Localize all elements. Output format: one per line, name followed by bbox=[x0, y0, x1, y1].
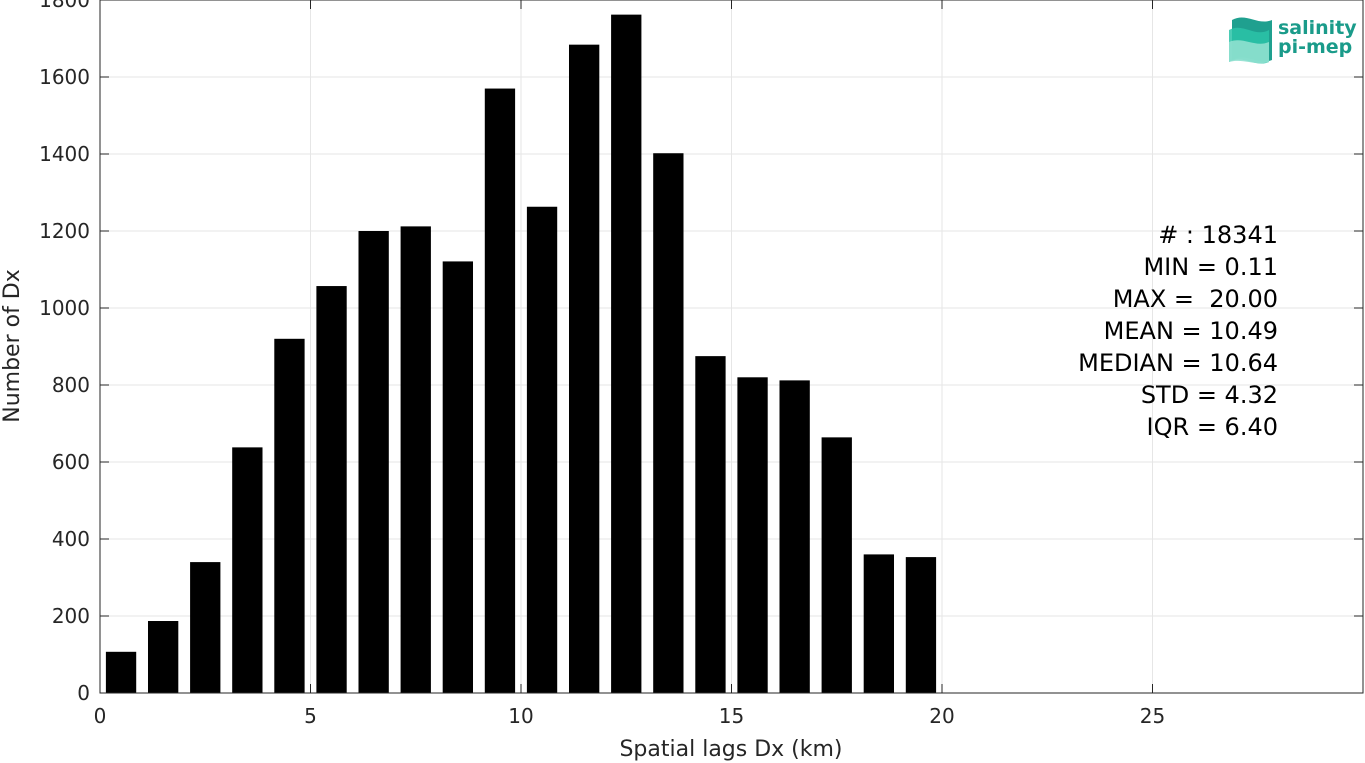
stat-line: IQR = 6.40 bbox=[1147, 413, 1278, 441]
y-axis-label: Number of Dx bbox=[0, 269, 25, 423]
y-tick-label: 1800 bbox=[39, 0, 90, 12]
logo-text-pi-mep: pi-mep bbox=[1278, 36, 1352, 58]
y-tick-label: 200 bbox=[52, 604, 90, 628]
x-tick-label: 15 bbox=[719, 704, 744, 728]
bar bbox=[400, 226, 431, 693]
bar bbox=[358, 231, 389, 693]
bar bbox=[779, 380, 810, 693]
bar bbox=[147, 621, 179, 693]
y-tick-label: 1600 bbox=[39, 65, 90, 89]
wave-logo-icon bbox=[1229, 17, 1272, 64]
bar bbox=[442, 261, 474, 693]
bar bbox=[863, 554, 895, 693]
bar bbox=[190, 562, 221, 693]
x-tick-label: 0 bbox=[94, 704, 107, 728]
y-axis-ticks: 0 200 400 600 800 1000 1200 1400 1600 1800 bbox=[39, 0, 1363, 705]
bars bbox=[105, 14, 937, 694]
bar bbox=[568, 44, 600, 694]
stat-line: MAX = 20.00 bbox=[1113, 285, 1278, 313]
bar bbox=[274, 338, 305, 693]
statistics-annotation: # : 18341 MIN = 0.11 MAX = 20.00 MEAN = 10.… bbox=[1078, 221, 1278, 441]
bar bbox=[316, 286, 347, 693]
bar bbox=[526, 206, 558, 693]
bar bbox=[611, 14, 642, 693]
y-tick-label: 1000 bbox=[39, 296, 90, 320]
x-axis-ticks: 0 5 10 15 20 25 bbox=[94, 0, 1165, 728]
stat-line: MEDIAN = 10.64 bbox=[1078, 349, 1278, 377]
x-axis-label: Spatial lags Dx (km) bbox=[619, 737, 842, 762]
x-tick-label: 5 bbox=[304, 704, 317, 728]
bar bbox=[821, 437, 852, 693]
stat-line: # : 18341 bbox=[1158, 221, 1278, 249]
x-tick-label: 10 bbox=[508, 704, 533, 728]
stat-line: STD = 4.32 bbox=[1141, 381, 1278, 409]
bar bbox=[484, 88, 516, 694]
bar bbox=[232, 447, 263, 693]
salinity-pi-mep-logo: salinity pi-mep bbox=[1229, 17, 1357, 64]
bar bbox=[653, 153, 684, 694]
bar bbox=[695, 356, 726, 693]
grid-lines bbox=[99, 0, 1363, 694]
bar bbox=[905, 557, 937, 693]
x-tick-label: 20 bbox=[929, 704, 954, 728]
y-tick-label: 800 bbox=[52, 373, 90, 397]
stat-line: MEAN = 10.49 bbox=[1104, 317, 1278, 345]
y-tick-label: 400 bbox=[52, 527, 90, 551]
y-tick-label: 1200 bbox=[39, 219, 90, 243]
x-tick-label: 25 bbox=[1140, 704, 1165, 728]
y-tick-label: 0 bbox=[77, 681, 90, 705]
logo-text-salinity: salinity bbox=[1278, 17, 1357, 39]
bar bbox=[105, 651, 137, 693]
y-tick-label: 1400 bbox=[39, 142, 90, 166]
bar bbox=[737, 377, 768, 693]
y-tick-label: 600 bbox=[52, 450, 90, 474]
stat-line: MIN = 0.11 bbox=[1143, 253, 1278, 281]
